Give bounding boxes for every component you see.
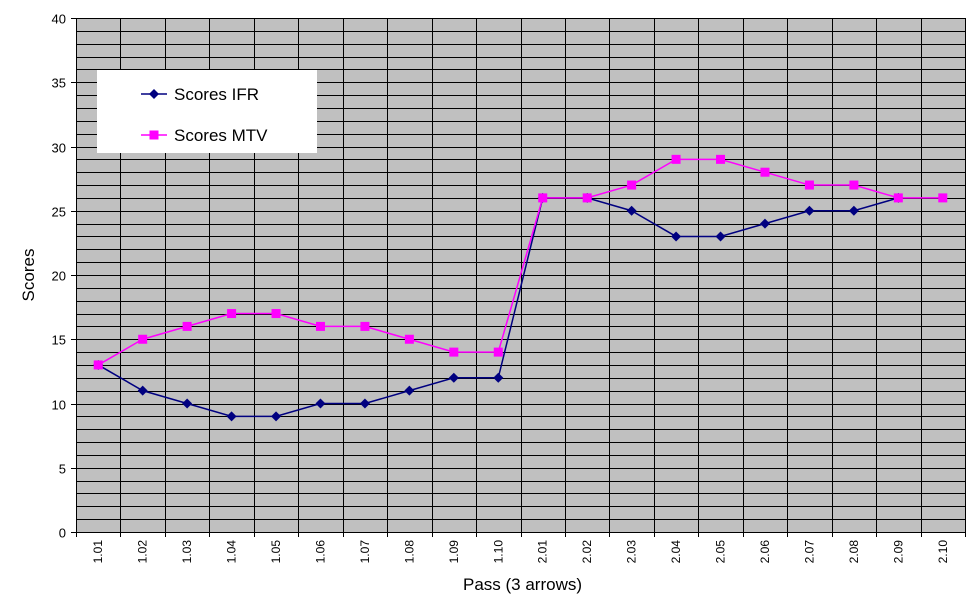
y-tick-label: 40 xyxy=(52,12,66,27)
data-point-square xyxy=(538,193,548,203)
y-tick-label: 15 xyxy=(52,333,66,348)
legend-label: Scores IFR xyxy=(174,85,259,104)
legend-box xyxy=(97,70,317,153)
x-tick-label: 2.02 xyxy=(580,540,594,564)
data-point-diamond xyxy=(182,398,193,409)
data-point-square xyxy=(582,193,592,203)
data-point-square xyxy=(93,360,103,370)
gridlines xyxy=(76,18,966,532)
series-lines xyxy=(93,154,948,422)
x-tick-label: 2.07 xyxy=(802,540,816,564)
legend-marker-diamond xyxy=(149,89,159,99)
data-point-diamond xyxy=(804,205,815,216)
data-point-diamond xyxy=(626,205,637,216)
legend-marker-square xyxy=(149,130,159,140)
data-point-square xyxy=(449,347,459,357)
data-point-square xyxy=(138,334,148,344)
data-point-diamond xyxy=(448,372,459,383)
x-tick-label: 1.09 xyxy=(447,540,461,564)
y-tick-label: 5 xyxy=(59,462,66,477)
data-point-square xyxy=(493,347,503,357)
y-tick-label: 30 xyxy=(52,141,66,156)
x-tick-label: 2.01 xyxy=(536,540,550,564)
x-axis-title: Pass (3 arrows) xyxy=(463,575,582,594)
data-point-square xyxy=(760,167,770,177)
data-point-diamond xyxy=(759,218,770,229)
legend: Scores IFR Scores MTV xyxy=(97,70,317,153)
data-point-square xyxy=(315,321,325,331)
x-tick-label: 2.08 xyxy=(847,540,861,564)
y-tick-label: 10 xyxy=(52,398,66,413)
data-point-diamond xyxy=(493,372,504,383)
y-tick-label: 20 xyxy=(52,269,66,284)
data-point-square xyxy=(404,334,414,344)
x-tick-label: 1.07 xyxy=(358,540,372,564)
data-point-diamond xyxy=(271,411,282,422)
y-tick-label: 25 xyxy=(52,205,66,220)
x-tick-label: 1.10 xyxy=(491,540,505,564)
data-point-square xyxy=(227,309,237,319)
x-tick-label: 2.06 xyxy=(758,540,772,564)
data-point-square xyxy=(182,321,192,331)
data-point-diamond xyxy=(671,231,682,242)
x-tick-label: 2.10 xyxy=(936,540,950,564)
y-tick-label: 0 xyxy=(59,526,66,541)
data-point-square xyxy=(716,154,726,164)
x-tick-label: 1.06 xyxy=(313,540,327,564)
axes: 0 5 10 15 20 25 30 35 40 1.01 1.02 1.03 1.04 1.05 1.06… xyxy=(52,12,966,564)
data-point-diamond xyxy=(715,231,726,242)
x-tick-label: 1.03 xyxy=(180,540,194,564)
x-tick-label: 1.04 xyxy=(225,540,239,564)
data-point-diamond xyxy=(848,205,859,216)
x-tick-label: 1.01 xyxy=(91,540,105,564)
x-tick-label: 2.05 xyxy=(714,540,728,564)
data-point-square xyxy=(938,193,948,203)
x-tick-label: 2.09 xyxy=(891,540,905,564)
data-point-square xyxy=(271,309,281,319)
data-point-square xyxy=(671,154,681,164)
y-axis-title: Scores xyxy=(19,249,38,302)
data-point-diamond xyxy=(137,385,148,396)
x-tick-label: 2.03 xyxy=(625,540,639,564)
y-tick-label: 35 xyxy=(52,76,66,91)
data-point-diamond xyxy=(404,385,415,396)
data-point-square xyxy=(893,193,903,203)
data-point-square xyxy=(627,180,637,190)
series-line xyxy=(97,158,943,366)
data-point-square xyxy=(360,321,370,331)
data-point-diamond xyxy=(359,398,370,409)
data-point-diamond xyxy=(226,411,237,422)
data-point-square xyxy=(849,180,859,190)
x-tick-label: 1.08 xyxy=(402,540,416,564)
x-tick-label: 1.05 xyxy=(269,540,283,564)
x-tick-label: 1.02 xyxy=(136,540,150,564)
x-tick-label: 2.04 xyxy=(669,540,683,564)
data-point-square xyxy=(804,180,814,190)
legend-label: Scores MTV xyxy=(174,126,268,145)
data-point-diamond xyxy=(315,398,326,409)
